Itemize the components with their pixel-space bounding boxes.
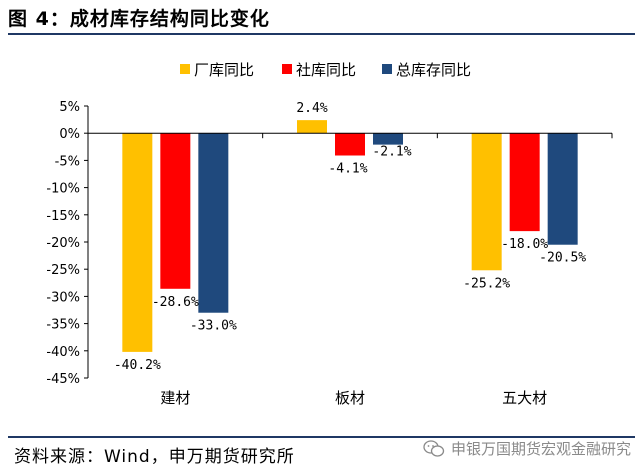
y-tick-label: -25% — [46, 263, 80, 278]
chart-title: 图 4：成材库存结构同比变化 — [8, 8, 270, 30]
category-label: 建材 — [160, 389, 190, 407]
legend-label: 社库同比 — [296, 61, 356, 79]
bar-chart: 厂库同比 社库同比 总库存同比 5% 0% -5% -10% -15% -20% -25% -30… — [46, 61, 613, 407]
y-tick-label: -45% — [46, 372, 80, 387]
legend-swatch — [180, 64, 190, 74]
y-tick-label: -5% — [55, 154, 80, 169]
bar — [547, 133, 578, 245]
legend: 厂库同比 社库同比 总库存同比 — [180, 61, 471, 79]
data-label: 2.4% — [296, 101, 327, 116]
title-divider — [8, 33, 635, 35]
y-tick-label: -15% — [46, 209, 80, 224]
data-label: -40.2% — [114, 358, 161, 373]
bar — [198, 133, 229, 313]
bar — [471, 133, 502, 271]
data-label: -28.6% — [152, 295, 199, 310]
watermark: 申银万国期货宏观金融研究 — [423, 438, 631, 459]
y-tick-label: 0% — [59, 127, 80, 142]
x-axis: 建材 板材 五大材 — [87, 132, 613, 407]
legend-label: 厂库同比 — [194, 61, 254, 79]
footer-divider — [8, 436, 635, 438]
category-label: 板材 — [335, 389, 365, 407]
data-label: -33.0% — [190, 319, 237, 334]
data-label: -4.1% — [328, 162, 367, 177]
bar — [373, 133, 403, 145]
bar — [335, 133, 365, 156]
legend-swatch — [282, 64, 292, 74]
data-label: -2.1% — [372, 145, 411, 160]
data-label: -18.0% — [501, 237, 548, 252]
bar — [122, 133, 153, 352]
data-labels: -40.2% -28.6% -33.0% 2.4% -4.1% -2.1% -25.2% -1… — [114, 101, 586, 373]
data-label: -25.2% — [463, 276, 510, 291]
y-tick-label: 5% — [59, 100, 80, 115]
legend-swatch — [382, 64, 392, 74]
category-label: 五大材 — [502, 389, 547, 407]
y-tick-label: -30% — [46, 290, 80, 305]
y-tick-label: -10% — [46, 182, 80, 197]
y-axis: 5% 0% -5% -10% -15% -20% -25% -30% -35% -40% -45% — [46, 100, 89, 387]
y-tick-label: -40% — [46, 345, 80, 360]
data-label: -20.5% — [539, 251, 586, 266]
source-note: 资料来源：Wind，申万期货研究所 — [14, 447, 295, 467]
bar — [297, 120, 327, 134]
y-tick-label: -35% — [46, 318, 80, 333]
wechat-icon — [423, 439, 445, 457]
legend-label: 总库存同比 — [396, 61, 471, 79]
watermark-text: 申银万国期货宏观金融研究 — [450, 440, 631, 458]
bar — [509, 133, 540, 232]
bar — [160, 133, 191, 289]
y-tick-label: -20% — [46, 236, 80, 251]
bars — [122, 120, 578, 352]
